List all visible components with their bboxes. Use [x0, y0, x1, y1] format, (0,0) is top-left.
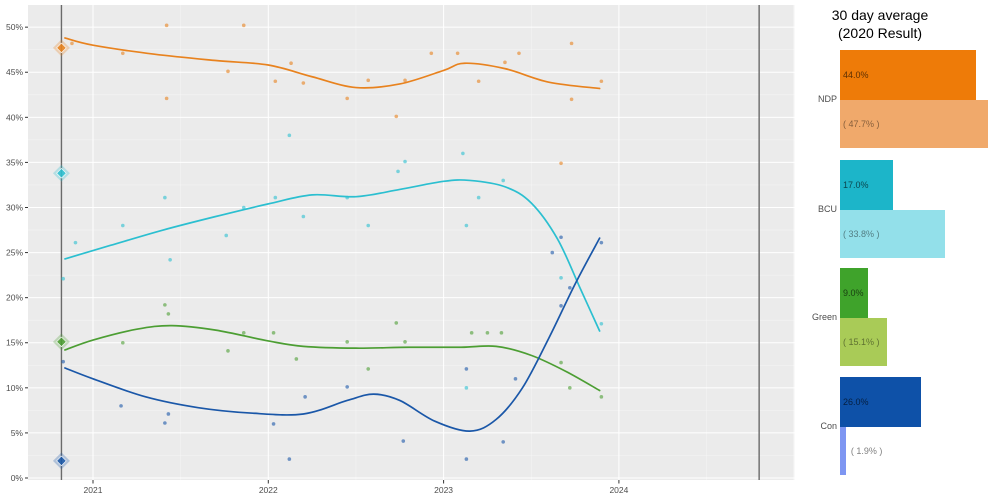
result-diamond-green	[56, 336, 67, 348]
legend-bar-ndp-average	[840, 50, 977, 100]
trend-line-con	[64, 237, 601, 432]
legend-title-line1: 30 day average	[831, 7, 929, 23]
poll-points-ndp	[70, 23, 604, 166]
y-tick-label: 25%	[6, 248, 23, 258]
y-tick-label: 15%	[6, 338, 23, 348]
result-diamond-bcu	[56, 168, 67, 179]
result-diamond-con	[56, 455, 67, 467]
y-tick-label: 5%	[11, 428, 24, 438]
y-tick-label: 50%	[6, 22, 23, 32]
legend-bar-ndp-result	[840, 100, 988, 148]
y-tick-label: 20%	[6, 293, 23, 303]
x-tick-label: 2022	[259, 485, 278, 495]
legend-party-label-con: Con	[820, 421, 837, 431]
result-diamond-ndp	[56, 42, 67, 54]
legend-value-ndp-average: 44.0%	[843, 70, 869, 80]
y-tick-label: 10%	[6, 383, 23, 393]
trend-line-bcu	[64, 179, 601, 332]
legend-bar-green-average	[840, 268, 868, 318]
poll-points-bcu	[61, 133, 604, 390]
legend-party-label-ndp: NDP	[817, 94, 837, 104]
y-tick-label: 45%	[6, 67, 23, 77]
plot-panel	[28, 5, 795, 480]
legend-value-green-average: 9.0%	[843, 288, 864, 298]
poll-points-con	[61, 235, 604, 461]
legend-title-line2: (2020 Result)	[837, 25, 923, 42]
legend-value-bcu-average: 17.0%	[843, 180, 869, 190]
legend-bar-con-average	[840, 377, 921, 427]
x-tick-label: 2023	[434, 485, 453, 495]
trend-line-ndp	[64, 37, 601, 90]
y-tick-label: 0%	[11, 473, 24, 483]
x-tick-label: 2021	[84, 485, 103, 495]
grid-major	[28, 5, 795, 480]
legend-title: 30 day average (2020 Result)	[800, 6, 960, 42]
grid-minor	[28, 4, 795, 480]
axis-labels: 0% 5% 10% 15% 20% 25% 30% 35% 40% 45% 50% 2021 2022 2…	[6, 22, 629, 495]
poll-trend-chart: 0% 5% 10% 15% 20% 25% 30% 35% 40% 45% 50% 2021 2022 2…	[6, 4, 795, 495]
legend-value-green-result: ( 15.1% )	[843, 337, 880, 347]
axis-ticks	[25, 26, 620, 484]
legend-party-label-bcu: BCU	[817, 204, 837, 214]
y-tick-label: 30%	[6, 202, 23, 212]
legend-value-con-result: ( 1.9% )	[850, 446, 883, 456]
legend-party-label-green: Green	[811, 312, 837, 322]
legend-value-ndp-result: ( 47.7% )	[843, 119, 880, 129]
legend-bar-bcu-average	[840, 160, 893, 210]
poll-points-green	[121, 303, 604, 399]
legend-bar-bcu-result	[840, 210, 945, 258]
y-tick-label: 40%	[6, 112, 23, 122]
legend-value-con-average: 26.0%	[843, 397, 869, 407]
legend-bar-green-result	[840, 318, 887, 366]
legend-value-bcu-result: ( 33.8% )	[843, 229, 880, 239]
trend-line-green	[64, 324, 601, 392]
x-tick-label: 2024	[609, 485, 628, 495]
legend-bar-con-result	[840, 427, 846, 475]
y-tick-label: 35%	[6, 157, 23, 167]
legend-panel: 30 day average (2020 Result) NDP 44.0% ( 4…	[800, 0, 1000, 500]
